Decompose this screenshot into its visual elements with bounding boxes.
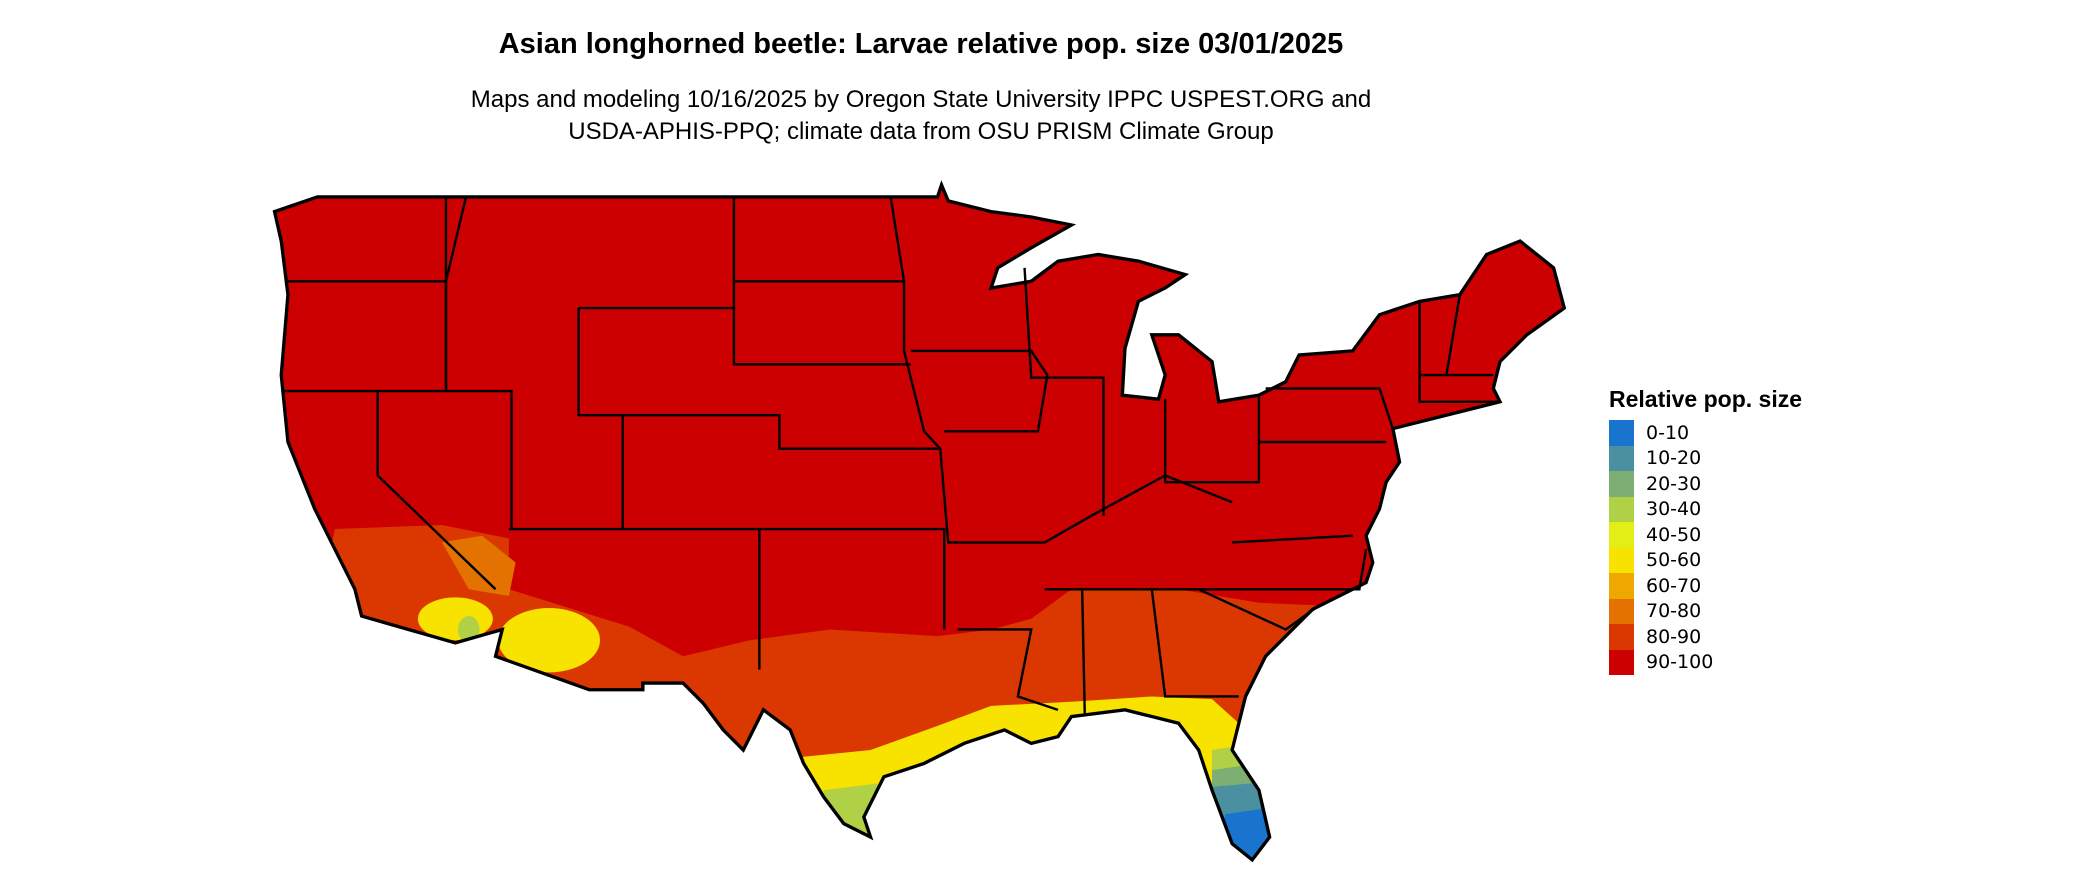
legend-swatch (1609, 649, 1634, 675)
legend-item: 50-60 (1609, 547, 1802, 573)
legend-label: 20-30 (1646, 472, 1702, 495)
legend-label: 30-40 (1646, 498, 1702, 521)
zone-70-80 (441, 535, 516, 596)
legend-item: 20-30 (1609, 471, 1802, 497)
subtitle-line-2: USDA-APHIS-PPQ; climate data from OSU PR… (568, 118, 1274, 145)
legend-swatch (1609, 598, 1634, 624)
legend-swatch (1609, 547, 1634, 573)
legend-title: Relative pop. size (1609, 386, 1803, 412)
legend-label: 50-60 (1646, 549, 1702, 572)
subtitle-line-1: Maps and modeling 10/16/2025 by Oregon S… (470, 86, 1372, 113)
state-borders (283, 196, 1500, 717)
legend-item: 90-100 (1609, 649, 1802, 675)
legend-item: 0-10 (1609, 420, 1802, 446)
legend-item: 10-20 (1609, 445, 1802, 471)
legend-item: 40-50 (1609, 522, 1802, 548)
legend-label: 60-70 (1646, 574, 1702, 597)
legend-swatch (1609, 573, 1634, 599)
legend-swatch (1609, 420, 1634, 446)
legend-item: 30-40 (1609, 496, 1802, 522)
legend: Relative pop. size 0-10 10-20 20-30 30-40 40… (1609, 386, 1802, 675)
legend-swatch (1609, 445, 1634, 471)
legend-item: 70-80 (1609, 598, 1802, 624)
zone-90-100 (274, 184, 1565, 860)
legend-label: 80-90 (1646, 625, 1702, 648)
zone-30-40-texas (819, 783, 891, 844)
zone-50-60-arizona (498, 608, 600, 673)
legend-items: 0-10 10-20 20-30 30-40 40-50 50-60 60-70 70-80 8… (1609, 420, 1802, 675)
legend-item: 60-70 (1609, 573, 1802, 599)
map-title: Asian longhorned beetle: Larvae relative… (498, 28, 1344, 60)
legend-swatch (1609, 522, 1634, 548)
legend-label: 10-20 (1646, 447, 1702, 470)
legend-swatch (1609, 471, 1634, 497)
legend-label: 40-50 (1646, 523, 1702, 546)
legend-label: 70-80 (1646, 600, 1702, 623)
legend-item: 80-90 (1609, 624, 1802, 650)
legend-label: 0-10 (1646, 421, 1690, 444)
legend-swatch (1609, 624, 1634, 650)
legend-label: 90-100 (1646, 651, 1714, 674)
map-subtitle: Maps and modeling 10/16/2025 by Oregon S… (0, 84, 1842, 148)
legend-swatch (1609, 496, 1634, 522)
